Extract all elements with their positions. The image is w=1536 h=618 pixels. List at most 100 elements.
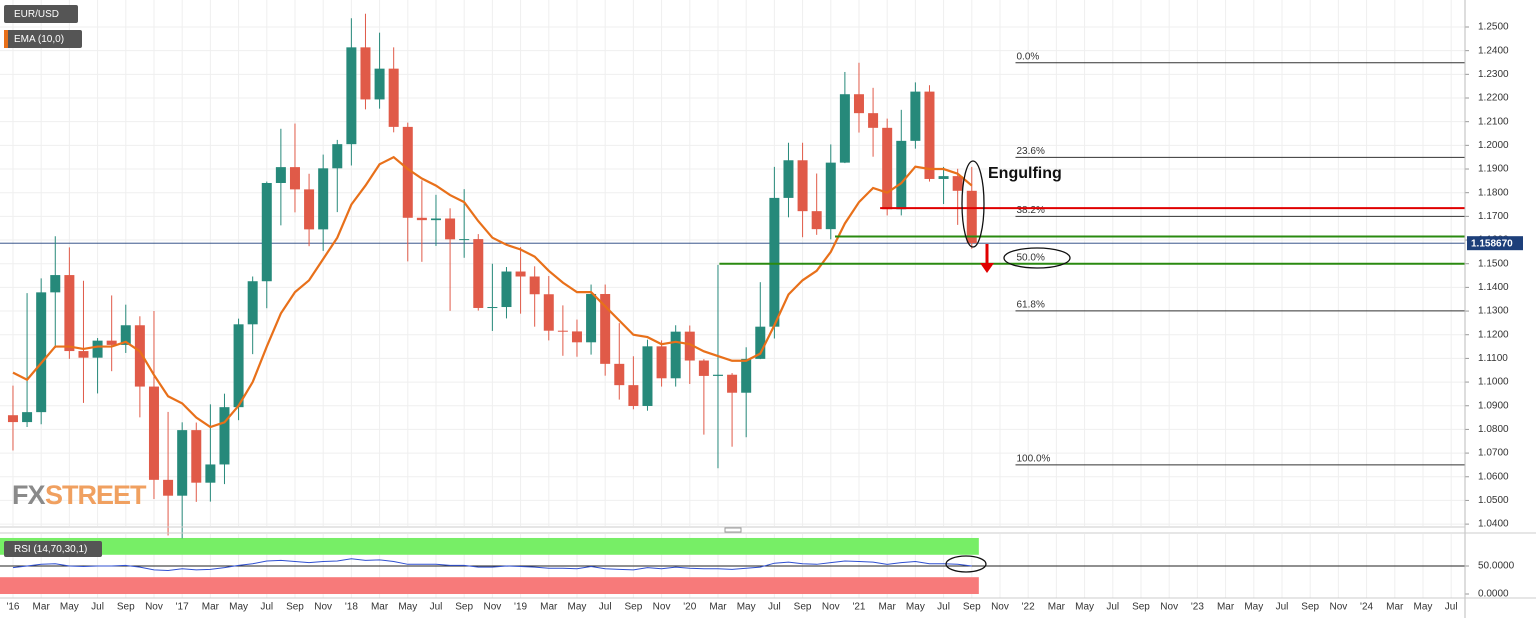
x-tick-label: '21	[852, 602, 865, 613]
candle-body	[177, 430, 188, 496]
x-tick-label: Sep	[286, 602, 304, 613]
candle-body	[501, 271, 512, 308]
x-tick-label: Jul	[1445, 602, 1458, 613]
engulfing-ellipse	[961, 160, 985, 248]
fib-ellipse	[1003, 247, 1071, 269]
candle-body	[811, 211, 822, 230]
x-tick-label: Mar	[1386, 602, 1404, 613]
candle-body	[36, 292, 47, 413]
candle-body	[247, 281, 258, 325]
current-price-badge	[1467, 236, 1523, 251]
candle-body	[445, 218, 456, 240]
x-tick-label: Jul	[937, 602, 950, 613]
y-tick-label: 1.1100	[1478, 353, 1508, 364]
candle-body	[924, 91, 935, 179]
x-tick-label: Mar	[709, 602, 727, 613]
candle-body	[882, 127, 893, 210]
candle-body	[120, 325, 131, 345]
candle-body	[50, 275, 61, 293]
candle-body	[515, 271, 526, 277]
x-tick-label: Sep	[963, 602, 981, 613]
x-tick-label: Jul	[599, 602, 612, 613]
x-tick-label: '18	[345, 602, 358, 613]
candle-body	[304, 189, 315, 230]
candle-body	[853, 94, 864, 114]
ema-line	[12, 155, 973, 429]
x-tick-label: Sep	[624, 602, 642, 613]
x-tick-label: '19	[514, 602, 527, 613]
rsi-y-tick-label: 0.0000	[1478, 589, 1509, 600]
candle-body	[430, 218, 441, 221]
y-tick-label: 1.0500	[1478, 495, 1509, 506]
y-tick-label: 1.1400	[1478, 282, 1509, 293]
candle-body	[64, 275, 75, 352]
candle-body	[628, 385, 639, 406]
candle-body	[78, 351, 89, 358]
candle-body	[684, 331, 695, 361]
y-tick-label: 1.2400	[1478, 45, 1509, 56]
candle-body	[163, 479, 174, 496]
rsi-oversold-band	[0, 577, 979, 595]
x-tick-label: May	[1414, 602, 1433, 613]
candle-body	[416, 217, 427, 221]
candle-body	[586, 294, 597, 343]
candle-body	[938, 176, 949, 179]
candle-body	[487, 307, 498, 309]
candle-body	[797, 160, 808, 212]
x-tick-label: May	[568, 602, 587, 613]
candle-body	[289, 167, 300, 190]
candle-body	[614, 363, 625, 386]
engulfing-label: Engulfing	[988, 165, 1062, 182]
symbol-badge[interactable]	[4, 5, 78, 23]
x-tick-label: Jul	[768, 602, 781, 613]
axes: '16 Mar May Jul Sep Nov '17 Mar May Jul Sep Nov '18 M…	[6, 22, 1523, 613]
x-tick-label: Sep	[794, 602, 812, 613]
watermark-street: STREET	[45, 480, 147, 510]
x-tick-label: May	[60, 602, 79, 613]
ema-badge-swatch	[4, 30, 8, 48]
x-tick-label: '20	[683, 602, 696, 613]
x-tick-label: Jul	[260, 602, 273, 613]
fib-label: 61.8%	[1016, 299, 1044, 310]
rsi-badge[interactable]	[4, 541, 102, 557]
x-tick-label: Nov	[822, 602, 840, 613]
x-tick-label: Sep	[117, 602, 135, 613]
x-tick-label: Nov	[314, 602, 332, 613]
x-tick-label: May	[398, 602, 417, 613]
x-tick-label: Nov	[991, 602, 1009, 613]
candle-body	[148, 386, 159, 480]
y-tick-label: 1.2500	[1478, 22, 1509, 33]
rsi-y-tick-label: 50.0000	[1478, 561, 1515, 572]
x-tick-label: Nov	[483, 602, 501, 613]
candle-body	[839, 94, 850, 163]
panel-handle[interactable]	[724, 527, 742, 533]
ema-badge[interactable]	[4, 30, 82, 48]
fib-label: 100.0%	[1016, 454, 1050, 465]
x-tick-label: Mar	[33, 602, 51, 613]
candle-body	[727, 374, 738, 393]
x-tick-label: Nov	[653, 602, 671, 613]
fib-label: 23.6%	[1016, 146, 1044, 157]
candle-body	[459, 239, 470, 241]
x-tick-label: Mar	[202, 602, 220, 613]
candle-body	[910, 91, 921, 141]
candle-body	[402, 126, 413, 218]
x-tick-label: Mar	[879, 602, 897, 613]
y-tick-label: 1.1000	[1478, 377, 1509, 388]
y-tick-label: 1.0400	[1478, 519, 1509, 530]
y-tick-label: 1.2300	[1478, 69, 1509, 80]
x-tick-label: Mar	[1048, 602, 1066, 613]
candle-body	[233, 324, 244, 408]
candle-body	[473, 239, 484, 308]
candle-body	[966, 190, 977, 244]
fib-label: 50.0%	[1016, 252, 1044, 263]
rsi-ellipse	[945, 555, 987, 573]
candle-body	[642, 346, 653, 406]
y-tick-label: 1.2000	[1478, 140, 1509, 151]
candle-body	[670, 331, 681, 379]
rsi-overbought-band	[0, 537, 979, 555]
candle-body	[92, 340, 103, 358]
x-tick-label: May	[737, 602, 756, 613]
candle-body	[106, 340, 117, 345]
